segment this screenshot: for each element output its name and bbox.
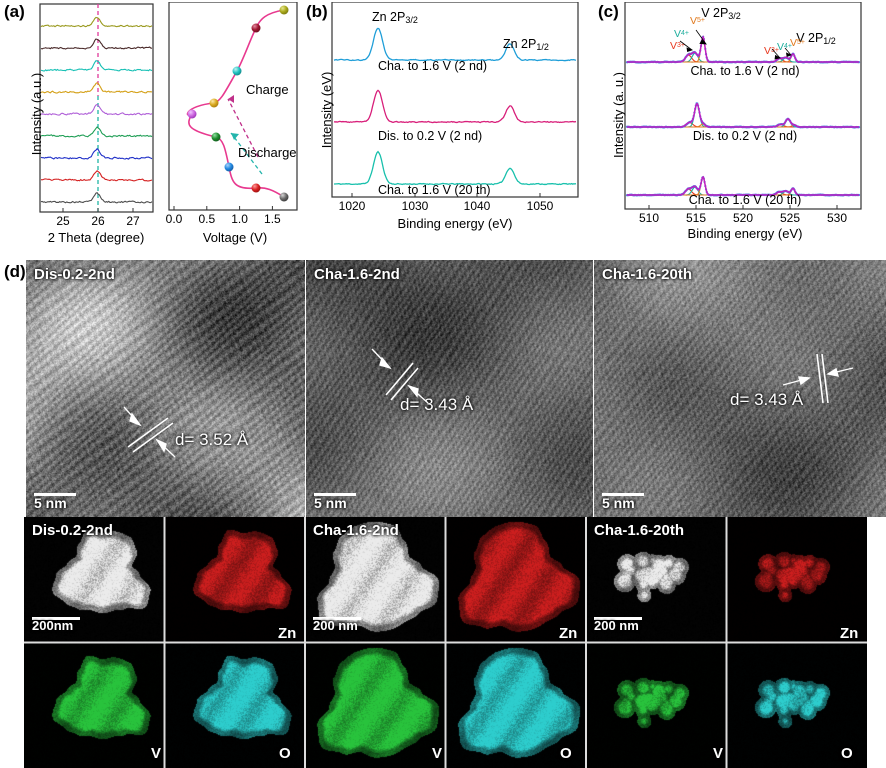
svg-text:1030: 1030 [402, 199, 429, 213]
svg-text:520: 520 [733, 211, 753, 225]
svg-text:Binding energy (eV): Binding energy (eV) [398, 216, 513, 231]
svg-text:510: 510 [639, 211, 659, 225]
svg-text:Dis. to 0.2 V (2 nd): Dis. to 0.2 V (2 nd) [693, 129, 797, 143]
svg-text:1020: 1020 [339, 199, 366, 213]
svg-text:1.5: 1.5 [264, 212, 281, 226]
svg-text:Voltage (V): Voltage (V) [203, 230, 267, 245]
svg-text:0.5: 0.5 [198, 212, 215, 226]
svg-text:1.0: 1.0 [231, 212, 248, 226]
svg-text:Cha. to 1.6 V (20 th): Cha. to 1.6 V (20 th) [378, 183, 491, 197]
svg-text:Cha. to 1.6 V (2 nd): Cha. to 1.6 V (2 nd) [378, 59, 487, 73]
svg-text:2 Theta (degree): 2 Theta (degree) [48, 230, 145, 245]
svg-text:Cha. to 1.6 V (20 th): Cha. to 1.6 V (20 th) [689, 193, 802, 207]
svg-text:Binding energy (eV): Binding energy (eV) [688, 226, 803, 241]
svg-text:530: 530 [827, 211, 847, 225]
svg-text:Cha. to 1.6 V (2 nd): Cha. to 1.6 V (2 nd) [690, 64, 799, 78]
svg-text:525: 525 [780, 211, 800, 225]
svg-text:Intensity (eV): Intensity (eV) [320, 72, 334, 149]
svg-text:Dis. to 0.2 V (2 nd): Dis. to 0.2 V (2 nd) [378, 129, 482, 143]
svg-text:1050: 1050 [527, 199, 554, 213]
svg-text:1040: 1040 [464, 199, 491, 213]
svg-text:27: 27 [126, 214, 140, 228]
svg-text:515: 515 [686, 211, 706, 225]
svg-text:Charge: Charge [246, 82, 289, 97]
svg-text:25: 25 [56, 214, 70, 228]
svg-text:Discharge: Discharge [238, 145, 297, 160]
svg-text:0.0: 0.0 [166, 212, 183, 226]
svg-text:Intensity (a. u.): Intensity (a. u.) [612, 72, 626, 158]
svg-text:26: 26 [91, 214, 105, 228]
